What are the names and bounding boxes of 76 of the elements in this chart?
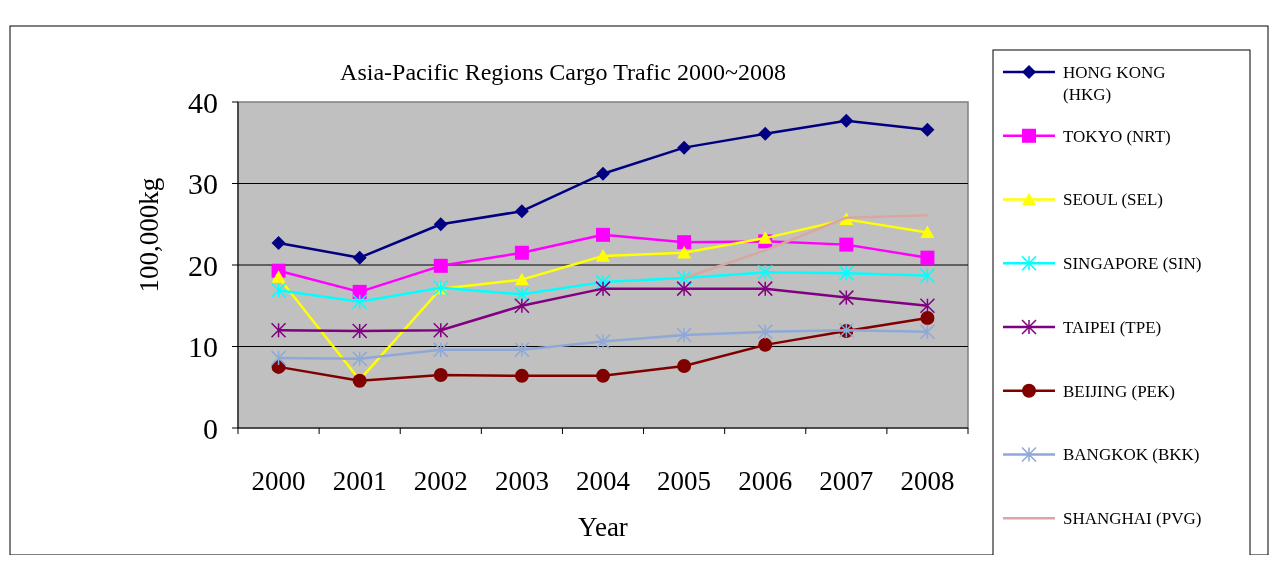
point [351,293,368,310]
point [271,270,286,283]
point [758,126,773,141]
chart-title: Asia-Pacific Regions Cargo Trafic 2000~2008 [340,59,786,85]
point [433,368,448,383]
point [838,289,855,306]
x-tick-label: 2003 [494,466,549,496]
point [839,237,854,252]
y-tick-label: 0 [203,411,218,445]
point [839,113,854,128]
point [919,298,936,314]
x-tick-label: 2006 [738,466,793,496]
x-tick-label: 2005 [657,466,712,496]
point [677,140,692,155]
x-tick-label: 2001 [332,466,387,496]
point [433,342,449,358]
point [351,323,368,339]
legend-label: HONG KONG (HKG) [1063,62,1166,105]
point [514,342,530,358]
point [596,249,610,262]
point [433,258,448,273]
point [919,324,936,340]
point [757,324,773,340]
line-series [682,214,929,280]
point [920,310,935,325]
legend-label: BANGKOK (BKK) [1063,445,1200,465]
point [758,337,773,352]
point [433,217,448,232]
point [920,225,935,238]
point [919,267,936,284]
y-tick-label: 10 [188,330,218,363]
x-axis-title: Year [578,512,628,542]
point [271,236,286,250]
legend-label: SINGAPORE (SIN) [1063,254,1202,274]
x-tick-label: 2007 [819,466,874,496]
y-tick-label: 40 [188,85,218,119]
point [676,327,692,343]
point [838,265,855,281]
y-tick-label: 30 [188,167,218,200]
point [352,250,367,265]
point [270,350,287,366]
legend-label: SHANGHAI (PVG) [1063,509,1202,529]
point [514,245,529,260]
legend-label: SEOUL (SEL) [1063,190,1163,210]
point [920,250,935,265]
point [596,368,610,383]
point [433,322,449,338]
x-tick-label: 2008 [900,466,955,496]
point [270,322,287,338]
point [676,280,692,297]
point [677,359,692,374]
point [677,235,692,250]
y-tick-label: 20 [188,248,218,282]
x-tick-label: 2002 [413,466,468,496]
point [757,280,773,297]
point [351,350,368,367]
x-tick-label: 2004 [576,466,631,496]
point [758,231,773,244]
point [595,280,611,297]
point [596,166,610,181]
point [757,264,773,281]
x-tick-label: 2000 [251,466,306,496]
legend-label: BEIJING (PEK) [1063,381,1175,401]
legend-label: TOKYO (NRT) [1063,126,1171,146]
legend-label: TAIPEI (TPE) [1063,317,1162,337]
point [595,333,611,350]
point [596,227,610,242]
point [514,272,529,286]
point [514,204,529,219]
point [514,298,530,314]
point [677,245,692,259]
point [920,122,935,137]
y-axis-title: 100,000kg [134,177,164,293]
point [514,368,529,383]
point [270,282,287,299]
point [514,286,530,303]
